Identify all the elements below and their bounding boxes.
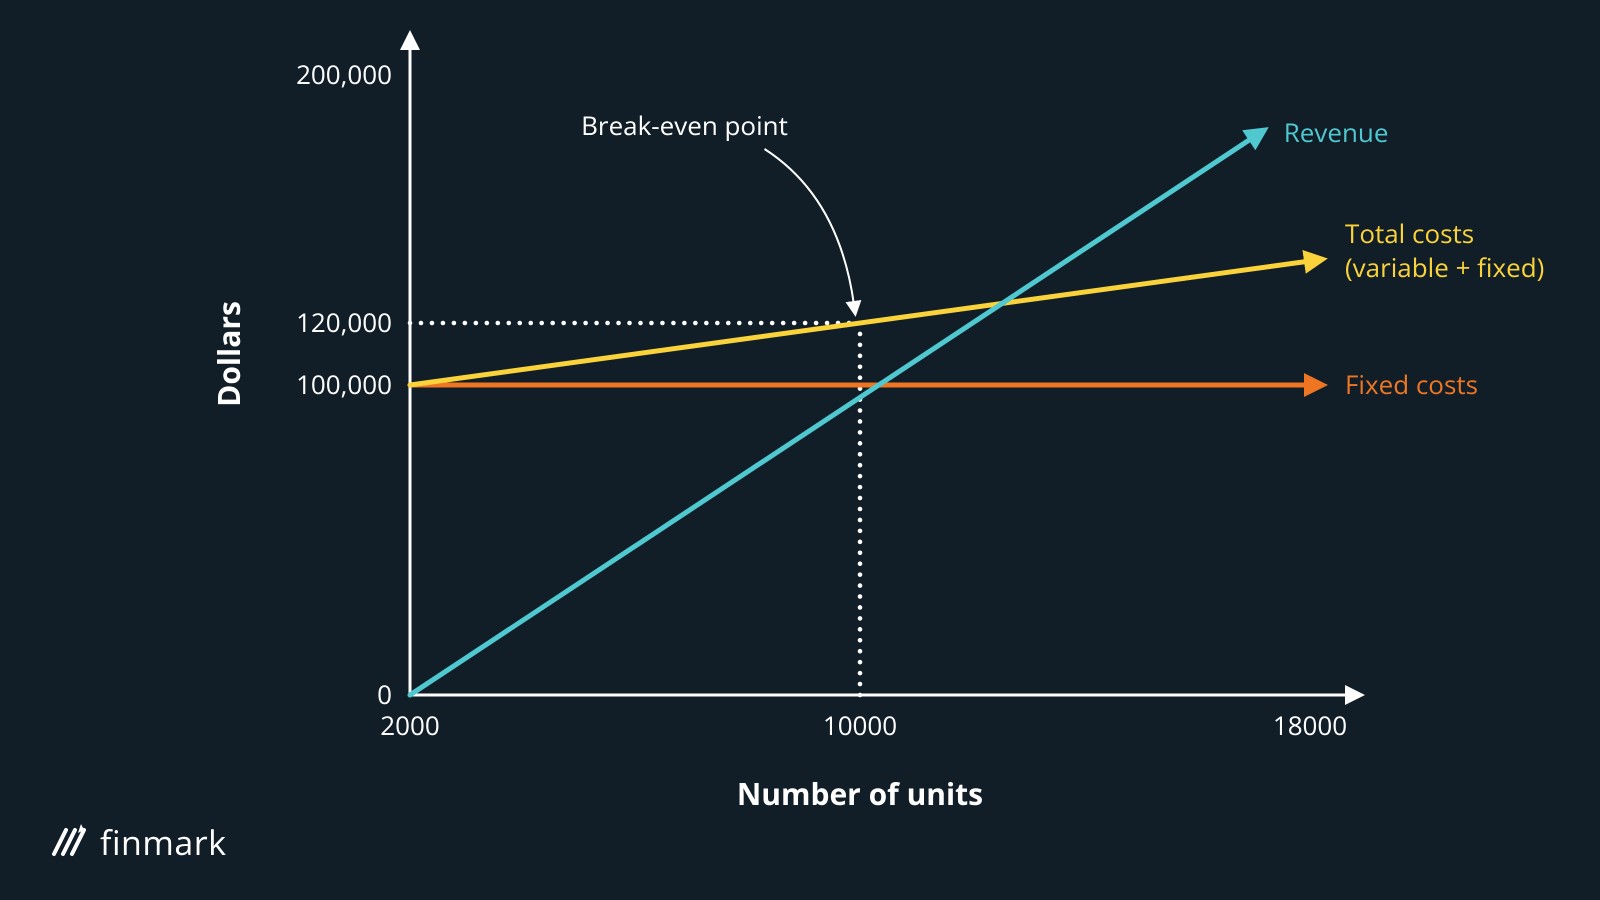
break-even-chart: 2000 10000 18000 Number of units 0 100,000 120… xyxy=(0,0,1600,900)
break-even-label: Break-even point xyxy=(581,107,788,143)
y-axis-title: Dollars xyxy=(208,301,249,407)
total-costs-label-2: (variable + fixed) xyxy=(1345,249,1544,285)
logo-text: finmark xyxy=(100,819,227,865)
y-tick-label: 100,000 xyxy=(296,366,392,402)
x-tick-label: 18000 xyxy=(1273,707,1347,743)
x-tick-label: 10000 xyxy=(823,707,897,743)
revenue-label: Revenue xyxy=(1284,114,1389,150)
y-tick-label: 0 xyxy=(377,676,392,712)
break-even-guide xyxy=(858,321,863,698)
y-tick-label: 200,000 xyxy=(296,56,392,92)
logo: finmark xyxy=(50,819,227,865)
logo-mark-icon xyxy=(50,820,90,865)
x-axis-title: Number of units xyxy=(737,773,983,814)
y-tick-label: 120,000 xyxy=(296,304,392,340)
total-costs-label: Total costs xyxy=(1345,215,1474,251)
x-tick-label: 2000 xyxy=(380,707,439,743)
fixed-costs-label: Fixed costs xyxy=(1345,366,1478,402)
